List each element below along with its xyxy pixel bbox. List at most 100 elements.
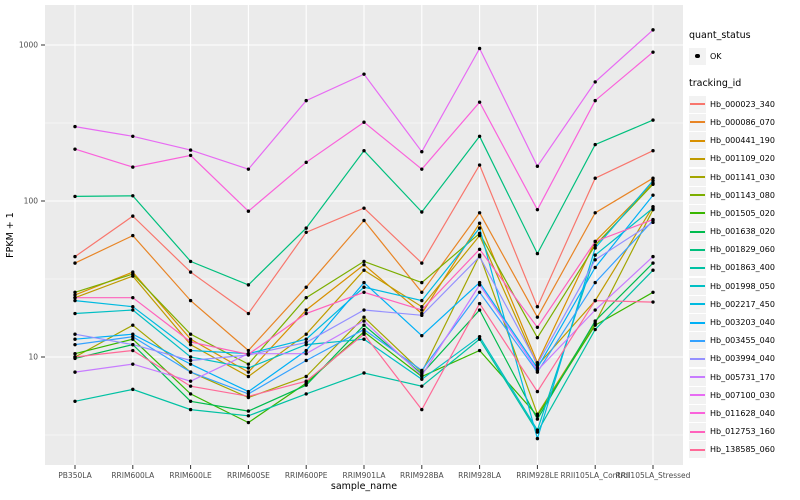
data-point [131,308,135,312]
data-point [73,370,77,374]
legend-line-swatch-icon [689,277,706,295]
data-point [420,290,424,294]
data-point [362,371,366,375]
data-point [131,342,135,347]
data-point [188,153,193,158]
data-point [188,362,193,366]
data-point [304,392,308,396]
data-point [420,261,424,265]
data-point [420,150,424,154]
data-point [593,246,597,250]
legend-entry-Hb_003203_040: Hb_003203_040 [689,313,797,332]
data-point [362,280,366,285]
data-point [651,220,655,225]
data-point [304,98,308,103]
data-point [304,358,308,363]
data-point [477,334,482,339]
data-point [131,362,135,366]
data-point [477,290,482,294]
data-point [246,352,251,357]
data-point [593,308,597,312]
data-point [188,340,193,344]
legend-entry-Hb_007100_030: Hb_007100_030 [689,386,797,404]
data-point [477,231,482,236]
data-point [304,379,308,383]
data-point [362,290,366,294]
data-point [188,399,193,404]
data-point [362,218,366,223]
y-tick-label: 100 [24,197,39,206]
x-tick-label: RRIM928LE [516,471,559,480]
x-tick-label: RRIM928BA [400,471,445,480]
data-point [188,379,193,383]
legend-entry-label: Hb_000086_070 [710,117,775,127]
data-point [73,147,77,151]
data-point [651,254,655,259]
data-point [593,323,597,327]
legend-entry-label: Hb_002217_450 [710,299,775,309]
data-point [477,254,482,259]
legend-line-swatch-icon [689,423,706,441]
data-point [593,327,597,332]
data-point [420,368,424,373]
data-point [477,134,482,138]
data-point [593,239,597,244]
data-point [73,337,77,341]
data-point [535,389,540,394]
data-point [246,311,251,316]
data-point [535,366,540,370]
legend-entry-Hb_011628_040: Hb_011628_040 [689,404,797,422]
legend-line-swatch-icon [689,368,706,386]
data-point [362,263,366,267]
data-point [477,283,482,287]
data-point [593,80,597,84]
legend-entry-label: Hb_007100_030 [710,390,775,400]
data-point [535,164,540,168]
data-point [593,176,597,180]
data-point [188,392,193,396]
data-point [477,163,482,167]
legend-entry-label: Hb_001998_050 [710,281,775,291]
data-point [651,290,655,294]
data-point [246,394,251,398]
legend-entry-label: Hb_011628_040 [710,408,775,418]
legend-entry-Hb_001141_030: Hb_001141_030 [689,168,797,186]
data-point [362,323,366,327]
legend: quant_status OK tracking_id Hb_000023_34… [689,30,797,459]
data-point [73,332,77,336]
data-point [73,342,77,347]
data-point [131,272,135,276]
data-point [304,374,308,379]
data-point [420,305,424,309]
data-point [420,384,424,388]
x-tick-label: PB350LA [58,471,92,480]
data-point [131,214,135,218]
legend-line-swatch-icon [689,314,706,332]
legend-entry-Hb_138585_060: Hb_138585_060 [689,441,797,459]
legend-entry-Hb_000023_340: Hb_000023_340 [689,95,797,113]
data-point [593,142,597,147]
data-point [73,194,77,199]
data-point [246,366,251,370]
data-point [131,165,135,169]
legend-entry-label: Hb_138585_060 [710,445,775,455]
legend-entry-label: Hb_000023_340 [710,99,775,109]
legend-line-swatch-icon [689,168,706,186]
data-point [535,325,540,330]
legend-entry-Hb_001143_080: Hb_001143_080 [689,186,797,204]
data-point [131,194,135,198]
data-point [188,348,193,353]
data-point [304,383,308,387]
x-tick-label: RRII105LA_Stressed [616,471,691,480]
data-point [73,295,77,300]
data-point [246,392,251,396]
data-point [246,209,251,213]
legend-entry-Hb_000086_070: Hb_000086_070 [689,113,797,131]
data-point [246,414,251,418]
data-point [477,301,482,306]
data-point [420,210,424,214]
data-point [651,268,655,272]
legend-entry-label: Hb_001109_020 [710,154,775,164]
legend-line-swatch-icon [689,350,706,368]
data-point [535,251,540,256]
